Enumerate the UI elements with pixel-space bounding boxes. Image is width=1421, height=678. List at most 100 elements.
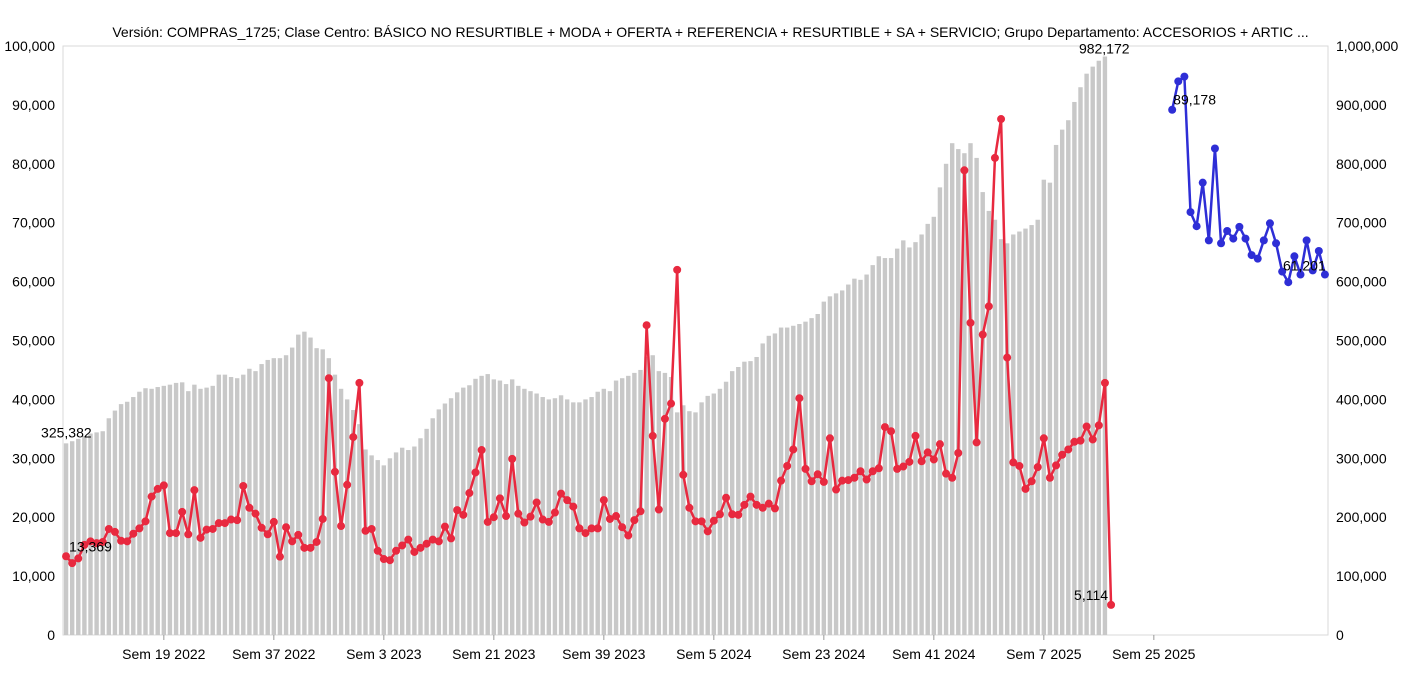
actual-point [1015,461,1024,470]
bar [711,393,717,635]
bar [766,335,772,635]
actual-point [1082,422,1091,431]
actual-point [343,480,352,489]
actual-point [123,537,132,546]
actual-point [935,440,944,449]
actual-point [636,507,645,516]
bar [577,402,582,635]
actual-point [1100,378,1109,387]
x-tick-label: Sem 21 2023 [452,646,535,662]
actual-point [447,534,456,543]
actual-point [1045,473,1054,482]
x-tick-label: Sem 7 2025 [1006,646,1082,662]
bar [650,355,655,635]
actual-point [1027,477,1036,486]
actual-point [1094,421,1103,430]
actual-point [783,461,792,470]
forecast-point [1229,234,1238,243]
actual-point [214,519,223,528]
forecast-last-label: 61,201 [1283,258,1326,274]
actual-point [740,500,749,509]
bar [338,388,344,635]
bar [546,399,552,635]
actual-point [233,516,242,525]
y-left-tick-label: 80,000 [12,156,55,172]
bar [907,247,912,635]
actual-point [422,539,431,548]
bar [1041,179,1047,635]
bar [626,375,631,635]
bar [497,380,503,635]
actual-point [948,473,957,482]
bar [210,385,215,635]
bar [1004,243,1010,635]
actual-point [966,318,975,327]
bar [1066,120,1071,635]
actual-point [868,467,877,476]
forecast-point [1198,178,1207,187]
y-left-tick-label: 60,000 [12,274,55,290]
forecast-point [1320,270,1329,279]
actual-point [178,507,187,516]
actual-point [239,481,248,490]
actual-point [1033,463,1042,472]
actual-point [887,427,896,436]
actual-point [440,522,449,531]
bar [204,387,209,635]
bar [137,391,142,635]
x-tick-label: Sem 39 2023 [562,646,645,662]
forecast-point [1314,246,1323,255]
actual-point [532,498,541,507]
actual-point [227,515,236,524]
y-left-tick-label: 100,000 [4,38,55,54]
actual-point [728,510,737,519]
actual-point [905,457,914,466]
bar [980,192,985,635]
bar [253,371,258,635]
bar [742,361,747,635]
chart-title: Versión: COMPRAS_1725; Clase Centro: BÁS… [112,24,1309,40]
bar [1011,234,1016,636]
forecast-first-label: 89,178 [1173,92,1216,108]
forecast-point [1192,222,1201,231]
actual-point [129,529,138,538]
actual-point [135,524,144,533]
bar [619,378,625,635]
forecast-point [1210,144,1219,153]
bar [228,377,234,635]
actual-point [1107,600,1116,609]
actual-point [697,517,706,526]
actual-point [642,321,651,330]
bar [760,343,765,635]
bar [803,321,808,635]
actual-point [960,166,969,175]
forecast-point [1253,254,1262,263]
actual-point [141,517,150,526]
bar [82,435,87,635]
actual-point [593,524,602,533]
actual-point [709,516,718,525]
actual-point [618,523,627,532]
actual-point [80,540,89,549]
bar [571,402,576,635]
bar [894,248,900,635]
bar [186,391,191,635]
bar [882,258,888,635]
bar [1090,66,1095,636]
actual-point [220,519,229,528]
actual-last-label: 5,114 [1074,587,1108,603]
actual-point [923,448,932,457]
bar [277,358,283,635]
actual-point [752,500,761,509]
bar [283,355,289,635]
y-right-tick-label: 200,000 [1336,509,1387,525]
bar [424,428,429,635]
actual-point [269,517,278,526]
actual-point [257,523,266,532]
actual-point [483,517,492,526]
actual-point [275,552,284,561]
bar [442,403,448,635]
forecast-point [1302,236,1311,245]
bar [418,438,423,635]
actual-point [667,399,676,408]
